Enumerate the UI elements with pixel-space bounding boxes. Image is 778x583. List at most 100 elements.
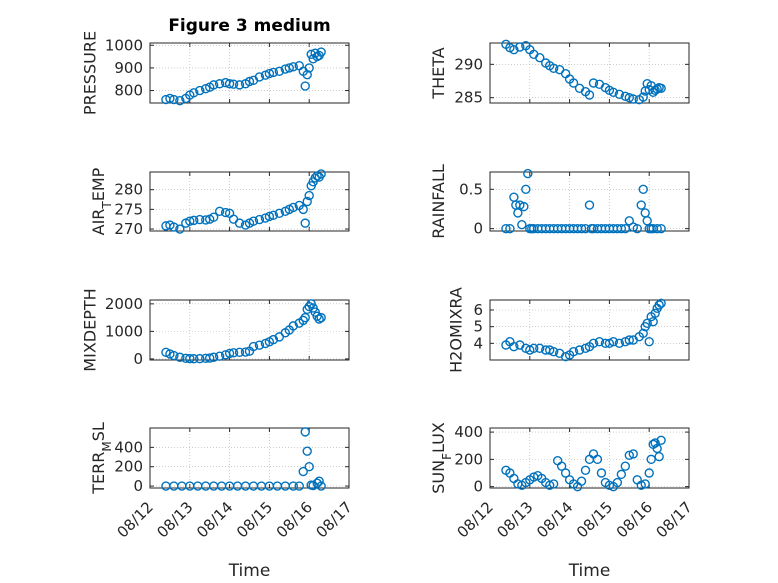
x-tick-label: 08/13 [493, 498, 536, 541]
data-point [515, 42, 525, 52]
y-tick-label: 200 [114, 458, 143, 476]
data-point [588, 338, 599, 349]
data-point [576, 476, 587, 486]
y-tick-label: 2000 [105, 295, 143, 313]
data-point [624, 92, 634, 103]
y-axis-label: PRESSURE [81, 31, 100, 115]
data-point [300, 427, 310, 437]
data-point [656, 435, 666, 445]
data-point [208, 212, 219, 222]
data-point [214, 79, 225, 89]
y-tick-label: 400 [454, 423, 483, 441]
data-point [264, 68, 275, 79]
x-axis-label: Time [568, 561, 611, 581]
data-point [612, 477, 623, 488]
y-axis-label: MIXDEPTH [81, 288, 100, 371]
data-point [535, 343, 545, 354]
data-point [234, 218, 245, 228]
data-point [604, 480, 615, 490]
data-point [624, 450, 634, 460]
x-tick-label: 08/17 [653, 498, 696, 541]
data-point [234, 347, 245, 357]
y-tick-label: 0 [133, 477, 143, 495]
data-point [652, 84, 662, 94]
data-point [224, 79, 235, 89]
data-point [304, 190, 314, 201]
data-point [545, 480, 555, 490]
y-axis-label: THETA [429, 47, 448, 99]
data-point [302, 446, 312, 456]
data-point [208, 80, 219, 90]
chart-title: Figure 3 medium [168, 16, 330, 36]
data-point [616, 223, 627, 234]
data-point [521, 184, 531, 195]
data-point [195, 353, 205, 364]
data-point [640, 479, 650, 489]
x-tick-label: 08/14 [533, 498, 576, 541]
data-point [560, 468, 571, 478]
data-point [288, 321, 298, 331]
y-tick-label: 1000 [105, 322, 143, 340]
panel-theta: 285 290 THETA [429, 39, 690, 107]
data-point [656, 298, 666, 309]
data-point [288, 481, 298, 491]
data-point [556, 461, 567, 471]
data-point [169, 350, 179, 361]
data-point [304, 63, 314, 73]
data-point [314, 476, 324, 486]
data-point [568, 346, 579, 357]
data-point [220, 207, 231, 218]
y-tick-label: 800 [114, 82, 143, 100]
data-point [523, 168, 533, 179]
data-point [169, 222, 179, 232]
data-point [509, 341, 519, 352]
data-point [654, 300, 664, 310]
data-point [214, 351, 225, 361]
y-axis-label: H2OMIXRA [446, 287, 465, 373]
data-point [304, 462, 314, 472]
data-point [548, 346, 559, 357]
data-point [505, 223, 515, 234]
data-point [548, 479, 559, 489]
data-point [228, 79, 239, 89]
data-point [248, 216, 259, 226]
data-point [646, 454, 656, 465]
data-point [298, 204, 308, 215]
data-point [165, 93, 175, 104]
data-point [614, 338, 625, 349]
data-point [214, 206, 225, 217]
x-tick-label: 08/15 [233, 498, 276, 541]
data-point [568, 78, 579, 88]
data-point [592, 454, 603, 465]
data-point [195, 214, 205, 225]
y-tick-label: 0.5 [459, 180, 483, 198]
y-tick-label: 280 [114, 181, 143, 199]
data-point [620, 461, 631, 471]
panel-h2omixra: 456 H2OMIXRA [446, 287, 690, 373]
data-point [519, 201, 529, 212]
data-point [594, 336, 605, 347]
data-point [316, 47, 326, 57]
y-tick-label: 5 [473, 318, 483, 336]
data-point [302, 69, 312, 80]
y-tick-label: 4 [473, 334, 483, 352]
data-point [204, 353, 215, 363]
data-point [638, 92, 648, 102]
data-point [596, 468, 607, 478]
data-point [656, 83, 666, 94]
data-point [584, 200, 595, 210]
data-point [189, 215, 199, 226]
x-tick-label: 08/16 [273, 498, 316, 541]
data-point [288, 202, 298, 213]
data-point [656, 223, 666, 234]
x-tick-label: 08/13 [153, 498, 196, 541]
x-tick-label: 08/17 [313, 498, 356, 541]
data-point [652, 223, 662, 234]
data-point [501, 223, 511, 234]
y-tick-label: 285 [454, 89, 483, 107]
data-point [264, 211, 275, 222]
x-tick-label: 08/16 [613, 498, 656, 541]
data-point [535, 52, 545, 63]
